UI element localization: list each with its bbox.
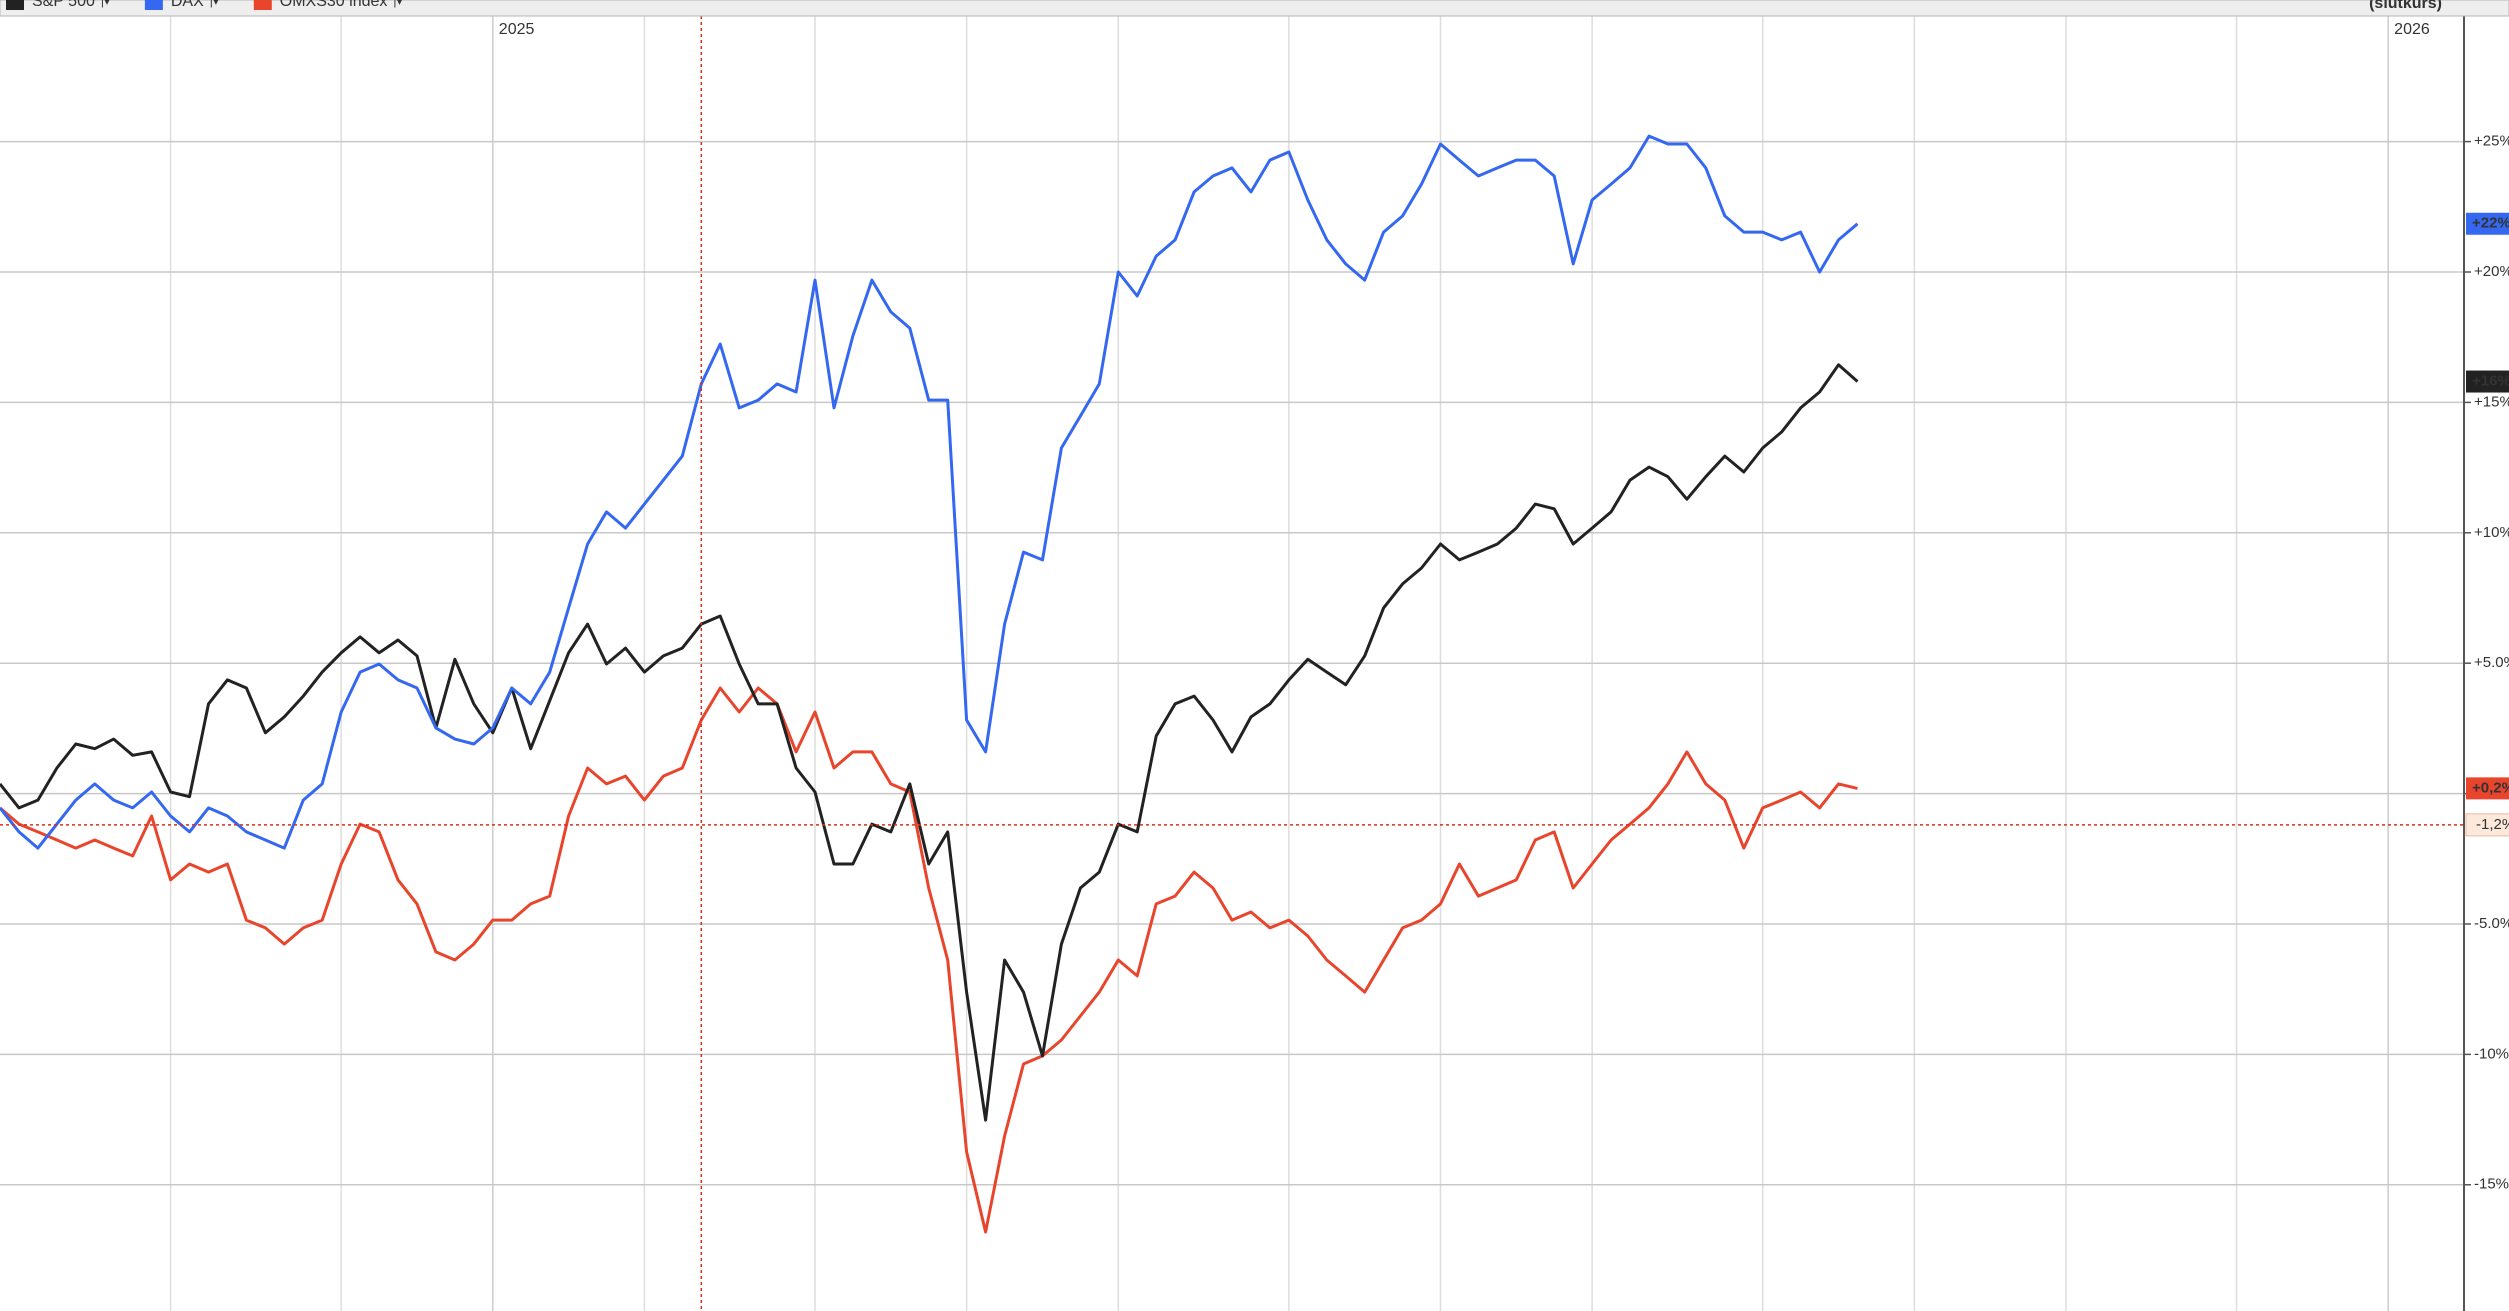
legend-label: OMXS30 index bbox=[280, 0, 388, 10]
y-tick-label: +15% bbox=[2474, 393, 2509, 410]
lines bbox=[0, 134, 1859, 1234]
legend-bar bbox=[0, 0, 2509, 17]
y-tick-label: -10% bbox=[2474, 1045, 2509, 1062]
end-label-box bbox=[2466, 212, 2509, 235]
legend-swatch bbox=[253, 0, 272, 10]
crosshair-label-box bbox=[2465, 813, 2509, 837]
end-label-box bbox=[2466, 370, 2509, 393]
y-tick-label: +20% bbox=[2474, 263, 2509, 280]
crosshair-label: -1,2% bbox=[2476, 816, 2509, 833]
y-tick-label: -5.0% bbox=[2474, 915, 2509, 932]
x-tick-label: 2026 bbox=[2394, 21, 2430, 38]
series-line bbox=[0, 363, 1859, 1122]
y-tick-label: +5.0% bbox=[2474, 654, 2509, 671]
legend-note: (slutkurs) bbox=[2369, 0, 2442, 12]
y-tick-label: +10% bbox=[2474, 524, 2509, 541]
legend-dropdown: |▾ bbox=[393, 0, 402, 8]
overlay: -1,2% +16% +22% +0,2% bbox=[0, 16, 2509, 1311]
legend-dropdown: |▾ bbox=[210, 0, 219, 8]
y-tick-label: +25% bbox=[2474, 133, 2509, 150]
legend-swatch bbox=[144, 0, 163, 10]
legend-label: S&P 500 bbox=[32, 0, 95, 10]
x-tick-label: 2025 bbox=[499, 21, 535, 38]
end-label: +16% bbox=[2472, 373, 2509, 390]
end-label: +0,2% bbox=[2472, 779, 2509, 796]
end-label: +22% bbox=[2472, 215, 2509, 232]
end-label-box bbox=[2466, 777, 2509, 800]
legend: S&P 500 |▾ DAX |▾ OMXS30 index |▾ bbox=[6, 0, 403, 10]
series-line bbox=[0, 134, 1859, 850]
legend-label: DAX bbox=[171, 0, 204, 10]
legend-dropdown: |▾ bbox=[101, 0, 110, 8]
series-line bbox=[0, 686, 1858, 1234]
legend-swatch bbox=[6, 0, 24, 10]
y-tick-label: -15% bbox=[2474, 1176, 2509, 1193]
